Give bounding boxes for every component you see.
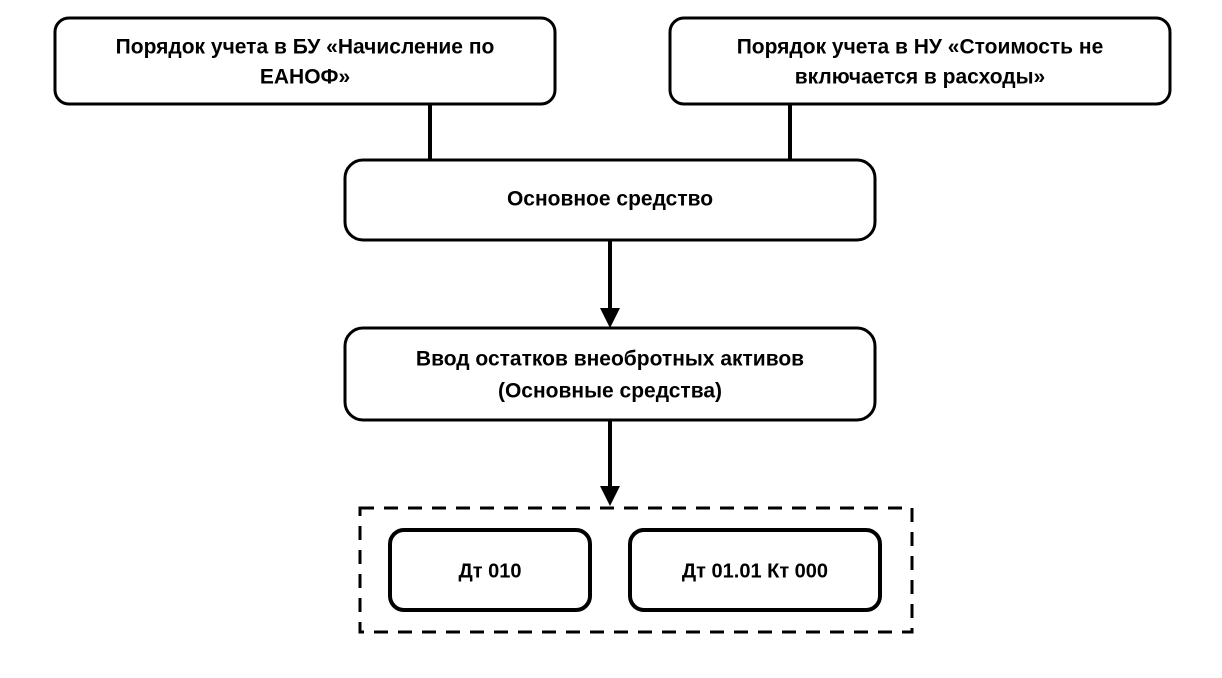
node-top_right: Порядок учета в НУ «Стоимость не включает…: [670, 18, 1170, 104]
node-middle: Основное средство: [345, 160, 875, 240]
arrowhead-mid_to_entry: [600, 308, 620, 328]
arrowhead-entry_to_group: [600, 486, 620, 506]
node-acct_right: Дт 01.01 Кт 000: [630, 530, 880, 610]
node-top_left: Порядок учета в БУ «Начисление по ЕАНОФ»: [55, 18, 555, 104]
node-entry-label: (Основные средства): [498, 380, 722, 403]
node-acct_left: Дт 010: [390, 530, 590, 610]
node-middle-label: Основное средство: [507, 188, 713, 211]
node-top_right-label: Порядок учета в НУ «Стоимость не: [737, 36, 1104, 59]
node-entry: Ввод остатков внеобротных активов (Основн…: [345, 328, 875, 420]
connector-mid_to_entry: [600, 240, 620, 328]
node-acct_right-label: Дт 01.01 Кт 000: [682, 560, 828, 582]
node-top_left-label: Порядок учета в БУ «Начисление по: [116, 36, 495, 59]
node-top_right-label: включается в расходы»: [795, 66, 1046, 89]
node-acct_left-label: Дт 010: [459, 560, 522, 582]
node-top_left-label: ЕАНОФ»: [260, 66, 350, 89]
flowchart-canvas: Порядок учета в БУ «Начисление поЕАНОФ»П…: [0, 0, 1222, 678]
connector-entry_to_group: [600, 420, 620, 506]
node-entry-label: Ввод остатков внеобротных активов: [416, 348, 804, 371]
